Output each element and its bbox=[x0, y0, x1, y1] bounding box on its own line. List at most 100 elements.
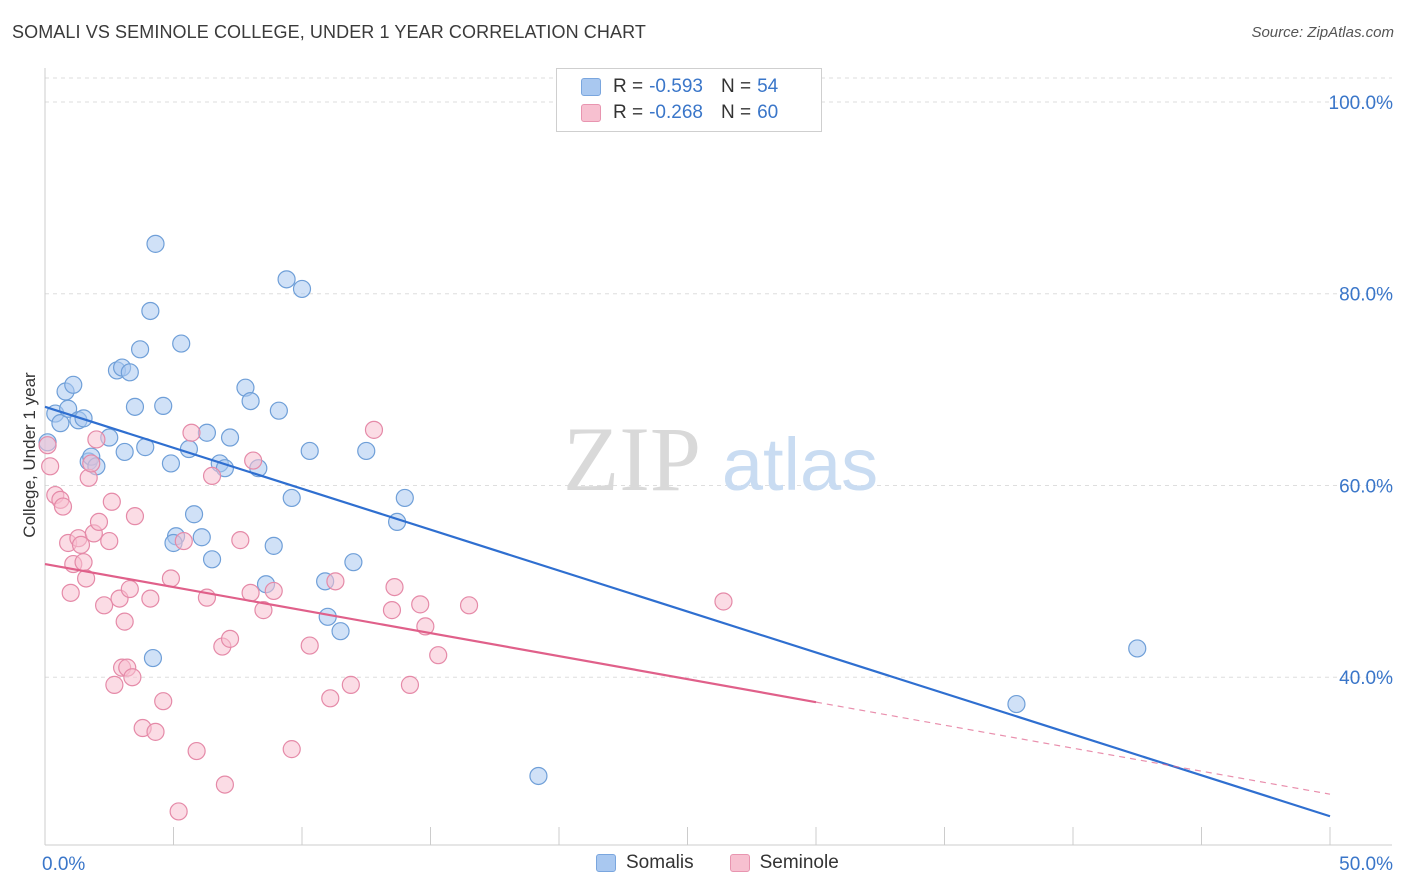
point-somalis bbox=[197, 423, 217, 442]
y-tick-label: 80.0% bbox=[1339, 285, 1393, 306]
point-somalis bbox=[115, 442, 134, 462]
point-seminole bbox=[146, 722, 165, 741]
watermark-zip: ZIP bbox=[563, 408, 701, 510]
point-somalis bbox=[141, 301, 160, 321]
point-somalis bbox=[143, 648, 163, 668]
legend-item-seminole: Seminole bbox=[729, 852, 839, 874]
point-seminole bbox=[95, 596, 114, 615]
point-seminole bbox=[202, 466, 222, 485]
point-seminole bbox=[714, 592, 733, 611]
point-seminole bbox=[169, 802, 188, 821]
point-seminole bbox=[41, 457, 60, 476]
n-label: N = bbox=[720, 76, 752, 97]
legend-label-seminole: Seminole bbox=[759, 852, 839, 873]
point-somalis bbox=[1128, 639, 1147, 658]
r-label: R = bbox=[613, 102, 644, 123]
point-somalis bbox=[395, 488, 414, 508]
point-seminole bbox=[264, 581, 283, 601]
point-somalis bbox=[154, 396, 173, 415]
point-somalis bbox=[1007, 694, 1026, 714]
point-somalis bbox=[220, 428, 240, 447]
series-legend: Somalis Seminole bbox=[596, 852, 875, 874]
point-somalis bbox=[184, 505, 204, 524]
point-seminole bbox=[61, 583, 80, 602]
point-seminole bbox=[300, 636, 319, 655]
point-seminole bbox=[115, 612, 134, 631]
point-somalis bbox=[241, 391, 260, 411]
point-seminole bbox=[231, 531, 250, 550]
point-seminole bbox=[53, 497, 73, 516]
point-somalis bbox=[146, 234, 165, 253]
point-seminole bbox=[187, 741, 206, 761]
point-seminole bbox=[89, 512, 109, 532]
point-seminole bbox=[382, 601, 402, 620]
point-seminole bbox=[400, 675, 420, 694]
point-seminole bbox=[105, 675, 124, 694]
point-somalis bbox=[51, 414, 70, 433]
point-seminole bbox=[82, 454, 101, 473]
legend-swatch-seminole bbox=[729, 854, 750, 872]
point-seminole bbox=[182, 423, 201, 442]
legend-swatch-somalis bbox=[596, 854, 616, 872]
point-seminole bbox=[77, 569, 96, 588]
point-somalis bbox=[292, 279, 312, 299]
r-value: -0.268 bbox=[649, 102, 703, 123]
point-seminole bbox=[385, 577, 404, 597]
point-seminole bbox=[100, 531, 119, 551]
n-value: 60 bbox=[757, 102, 779, 123]
source-label: Source: ZipAtlas.com bbox=[1251, 24, 1394, 41]
point-seminole bbox=[321, 689, 340, 708]
point-somalis bbox=[300, 441, 319, 461]
point-seminole bbox=[161, 569, 181, 588]
y-tick-label: 60.0% bbox=[1339, 476, 1393, 497]
point-seminole bbox=[87, 430, 106, 449]
point-seminole bbox=[125, 507, 145, 526]
legend-row-somalis: R = -0.593 N = 54 bbox=[581, 75, 778, 99]
point-seminole bbox=[326, 572, 345, 591]
point-seminole bbox=[244, 451, 263, 470]
point-seminole bbox=[71, 535, 91, 555]
y-tick-label: 100.0% bbox=[1329, 93, 1394, 114]
r-value: -0.593 bbox=[649, 76, 703, 97]
point-seminole bbox=[215, 775, 234, 794]
point-seminole bbox=[411, 595, 430, 614]
tick-labels: 40.0% 60.0% 80.0% 100.0% 0.0% 50.0% bbox=[42, 93, 1393, 875]
point-seminole bbox=[220, 629, 240, 648]
axes bbox=[44, 68, 1392, 846]
point-seminole bbox=[141, 589, 160, 608]
point-somalis bbox=[277, 270, 296, 289]
trend-line-seminole bbox=[44, 563, 817, 704]
point-seminole bbox=[38, 436, 57, 455]
point-somalis bbox=[264, 536, 283, 555]
trend-lines bbox=[44, 405, 1331, 818]
point-somalis bbox=[331, 622, 350, 641]
stats-legend: R = -0.593 N = 54 R = -0.268 N = 60 bbox=[556, 68, 822, 132]
n-label: N = bbox=[720, 102, 752, 123]
trend-line-dashed-seminole bbox=[815, 701, 1331, 795]
watermark-atlas: atlas bbox=[722, 423, 878, 506]
point-seminole bbox=[74, 553, 93, 572]
point-somalis bbox=[125, 397, 145, 416]
chart-title: SOMALI VS SEMINOLE COLLEGE, UNDER 1 YEAR… bbox=[12, 22, 646, 42]
n-value: 54 bbox=[757, 76, 779, 97]
legend-row-seminole: R = -0.268 N = 60 bbox=[581, 101, 778, 125]
y-tick-label: 40.0% bbox=[1339, 668, 1393, 689]
watermark: ZIP atlas bbox=[563, 408, 878, 510]
point-somalis bbox=[269, 401, 288, 420]
point-seminole bbox=[174, 531, 193, 551]
legend-swatch-somalis bbox=[581, 78, 601, 96]
point-seminole bbox=[341, 675, 360, 694]
point-seminole bbox=[364, 420, 384, 439]
point-somalis bbox=[172, 334, 191, 353]
point-somalis bbox=[282, 488, 301, 508]
point-seminole bbox=[459, 596, 479, 615]
point-somalis bbox=[64, 375, 83, 394]
point-somalis bbox=[161, 454, 181, 473]
point-somalis bbox=[529, 766, 548, 786]
legend-swatch-seminole bbox=[581, 104, 601, 122]
x-tick-label: 50.0% bbox=[1339, 854, 1393, 875]
trend-line-somalis bbox=[44, 405, 1331, 818]
point-seminole bbox=[102, 492, 121, 511]
point-somalis bbox=[192, 528, 211, 547]
